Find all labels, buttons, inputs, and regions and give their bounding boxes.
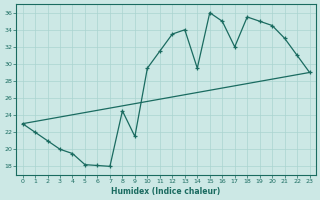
X-axis label: Humidex (Indice chaleur): Humidex (Indice chaleur) (111, 187, 221, 196)
